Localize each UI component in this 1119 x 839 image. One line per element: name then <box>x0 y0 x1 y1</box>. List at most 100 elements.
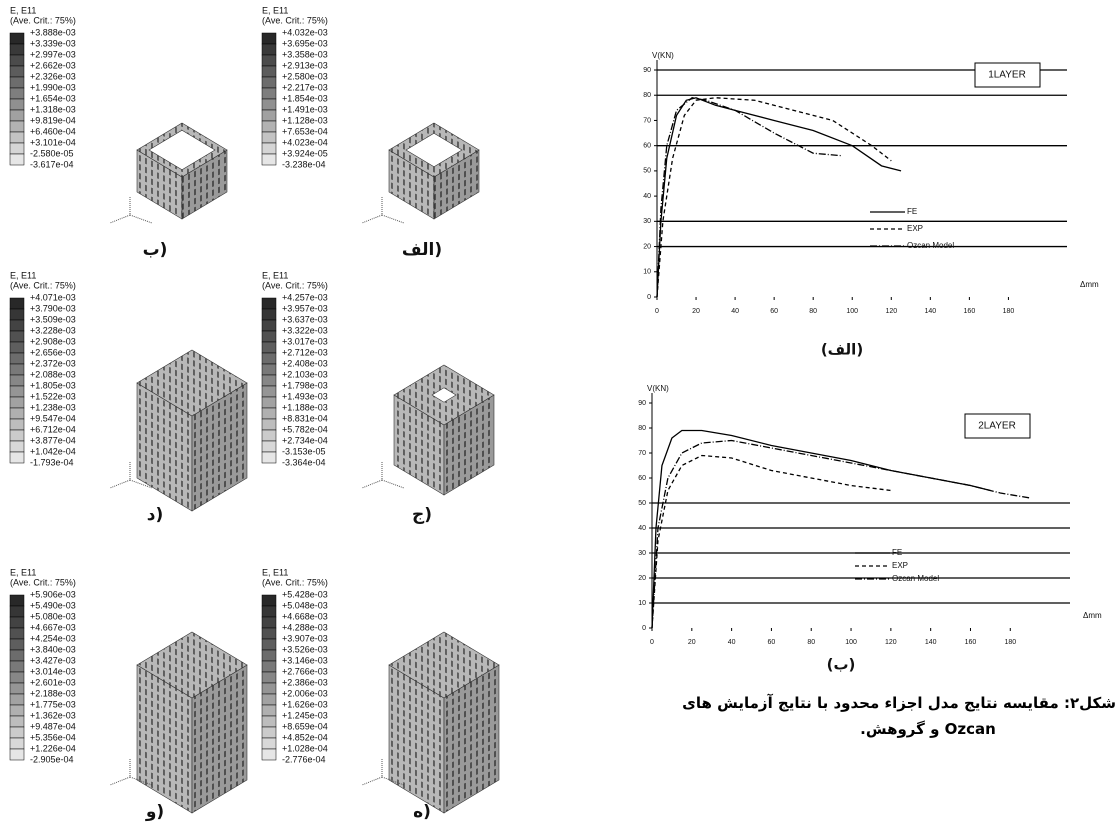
y-axis-label: V(KN) <box>647 384 669 393</box>
legend-label: FE <box>907 207 917 216</box>
legend-level: +1.362e-03 <box>30 710 76 720</box>
annotation: 1LAYER <box>988 70 1026 81</box>
series-line <box>657 98 891 297</box>
y-tick-label: 30 <box>643 218 651 225</box>
legend-level: +5.782e-04 <box>282 424 328 434</box>
legend-level: +3.695e-03 <box>282 38 328 48</box>
legend-level: +3.146e-03 <box>282 655 328 665</box>
legend-level: +3.877e-04 <box>30 435 76 445</box>
x-tick-label: 120 <box>885 639 897 646</box>
series-line <box>657 98 901 297</box>
legend-level: +3.017e-03 <box>282 336 328 346</box>
legend-level: -3.238e-04 <box>282 159 326 169</box>
axis-triad <box>362 777 382 785</box>
legend-level: +8.659e-04 <box>282 721 328 731</box>
x-tick-label: 160 <box>965 639 977 646</box>
legend-title: E, E11 <box>262 5 288 15</box>
y-tick-label: 0 <box>647 294 651 301</box>
x-tick-label: 140 <box>924 308 936 315</box>
axis-triad <box>382 215 404 223</box>
legend-level: +2.217e-03 <box>282 82 328 92</box>
caption-line: Ozcan و گروهش. <box>740 716 1116 742</box>
legend-level: +8.831e-04 <box>282 413 328 423</box>
legend-level: +2.386e-03 <box>282 677 328 687</box>
legend-swatch <box>10 309 24 320</box>
caption: شکل۲: مقایسه نتایج مدل اجزاء محدود با نت… <box>740 690 1116 742</box>
legend-swatch <box>10 452 24 463</box>
legend-level: +2.656e-03 <box>30 347 76 357</box>
legend-swatch <box>10 375 24 386</box>
legend-level: +3.790e-03 <box>30 303 76 313</box>
legend-level: +1.028e-04 <box>282 743 328 753</box>
axis-triad <box>130 215 152 223</box>
y-tick-label: 40 <box>638 525 646 532</box>
x-tick-label: 180 <box>1004 639 1016 646</box>
legend-level: +3.101e-04 <box>30 137 76 147</box>
legend-swatch <box>262 143 276 154</box>
legend-level: +9.487e-04 <box>30 721 76 731</box>
legend-level: +6.712e-04 <box>30 424 76 434</box>
legend-swatch <box>10 110 24 121</box>
panel-label: ب) <box>143 240 168 260</box>
legend-level: +4.032e-03 <box>282 27 328 37</box>
series-line <box>657 98 842 297</box>
legend-swatch <box>10 749 24 760</box>
legend-level: +5.080e-03 <box>30 611 76 621</box>
legend-swatch <box>10 628 24 639</box>
legend-swatch <box>262 738 276 749</box>
x-tick-label: 160 <box>964 308 976 315</box>
y-tick-label: 30 <box>638 550 646 557</box>
legend-level: +3.888e-03 <box>30 27 76 37</box>
legend-swatch <box>10 606 24 617</box>
legend-level: +4.852e-04 <box>282 732 328 742</box>
legend-level: +2.408e-03 <box>282 358 328 368</box>
legend-swatch <box>10 143 24 154</box>
legend-level: -2.580e-05 <box>30 148 74 158</box>
legend-swatch <box>10 121 24 132</box>
chart-title: (ب) <box>827 656 856 674</box>
legend-swatch <box>262 650 276 661</box>
y-tick-label: 20 <box>638 575 646 582</box>
legend-level: +2.006e-03 <box>282 688 328 698</box>
legend-swatch <box>262 353 276 364</box>
legend-swatch <box>262 639 276 650</box>
legend-level: +2.712e-03 <box>282 347 328 357</box>
legend-level: +4.257e-03 <box>282 292 328 302</box>
legend-swatch <box>262 683 276 694</box>
legend-swatch <box>262 320 276 331</box>
legend-swatch <box>10 154 24 165</box>
legend-swatch <box>262 595 276 606</box>
legend-swatch <box>262 154 276 165</box>
legend-swatch <box>262 99 276 110</box>
legend-swatch <box>10 55 24 66</box>
legend-level: -2.776e-04 <box>282 754 326 764</box>
x-tick-label: 80 <box>809 308 817 315</box>
legend-swatch <box>10 66 24 77</box>
x-tick-label: 140 <box>925 639 937 646</box>
legend-label: FE <box>892 548 902 557</box>
legend-level: +3.358e-03 <box>282 49 328 59</box>
legend-swatch <box>10 705 24 716</box>
page: { "panels": [ {"title": "E, E11", "subti… <box>0 0 1119 839</box>
legend-swatch <box>10 672 24 683</box>
chart-title: (الف) <box>821 341 863 359</box>
legend-level: +2.601e-03 <box>30 677 76 687</box>
x-axis-label: Δmm <box>1083 611 1102 620</box>
panel-label: د) <box>147 505 164 525</box>
legend-level: +1.128e-03 <box>282 115 328 125</box>
legend-level: +1.493e-03 <box>282 391 328 401</box>
x-tick-label: 120 <box>885 308 897 315</box>
series-line <box>652 441 1030 629</box>
legend-subtitle: (Ave. Crit.: 75%) <box>262 280 328 290</box>
y-tick-label: 20 <box>643 243 651 250</box>
legend-swatch <box>262 298 276 309</box>
legend-swatch <box>262 132 276 143</box>
legend-level: +4.667e-03 <box>30 622 76 632</box>
legend-subtitle: (Ave. Crit.: 75%) <box>10 280 76 290</box>
legend-level: +1.654e-03 <box>30 93 76 103</box>
legend-swatch <box>262 452 276 463</box>
legend-level: +5.048e-03 <box>282 600 328 610</box>
legend-level: +3.924e-05 <box>282 148 328 158</box>
legend-swatch <box>262 749 276 760</box>
y-tick-label: 10 <box>643 269 651 276</box>
